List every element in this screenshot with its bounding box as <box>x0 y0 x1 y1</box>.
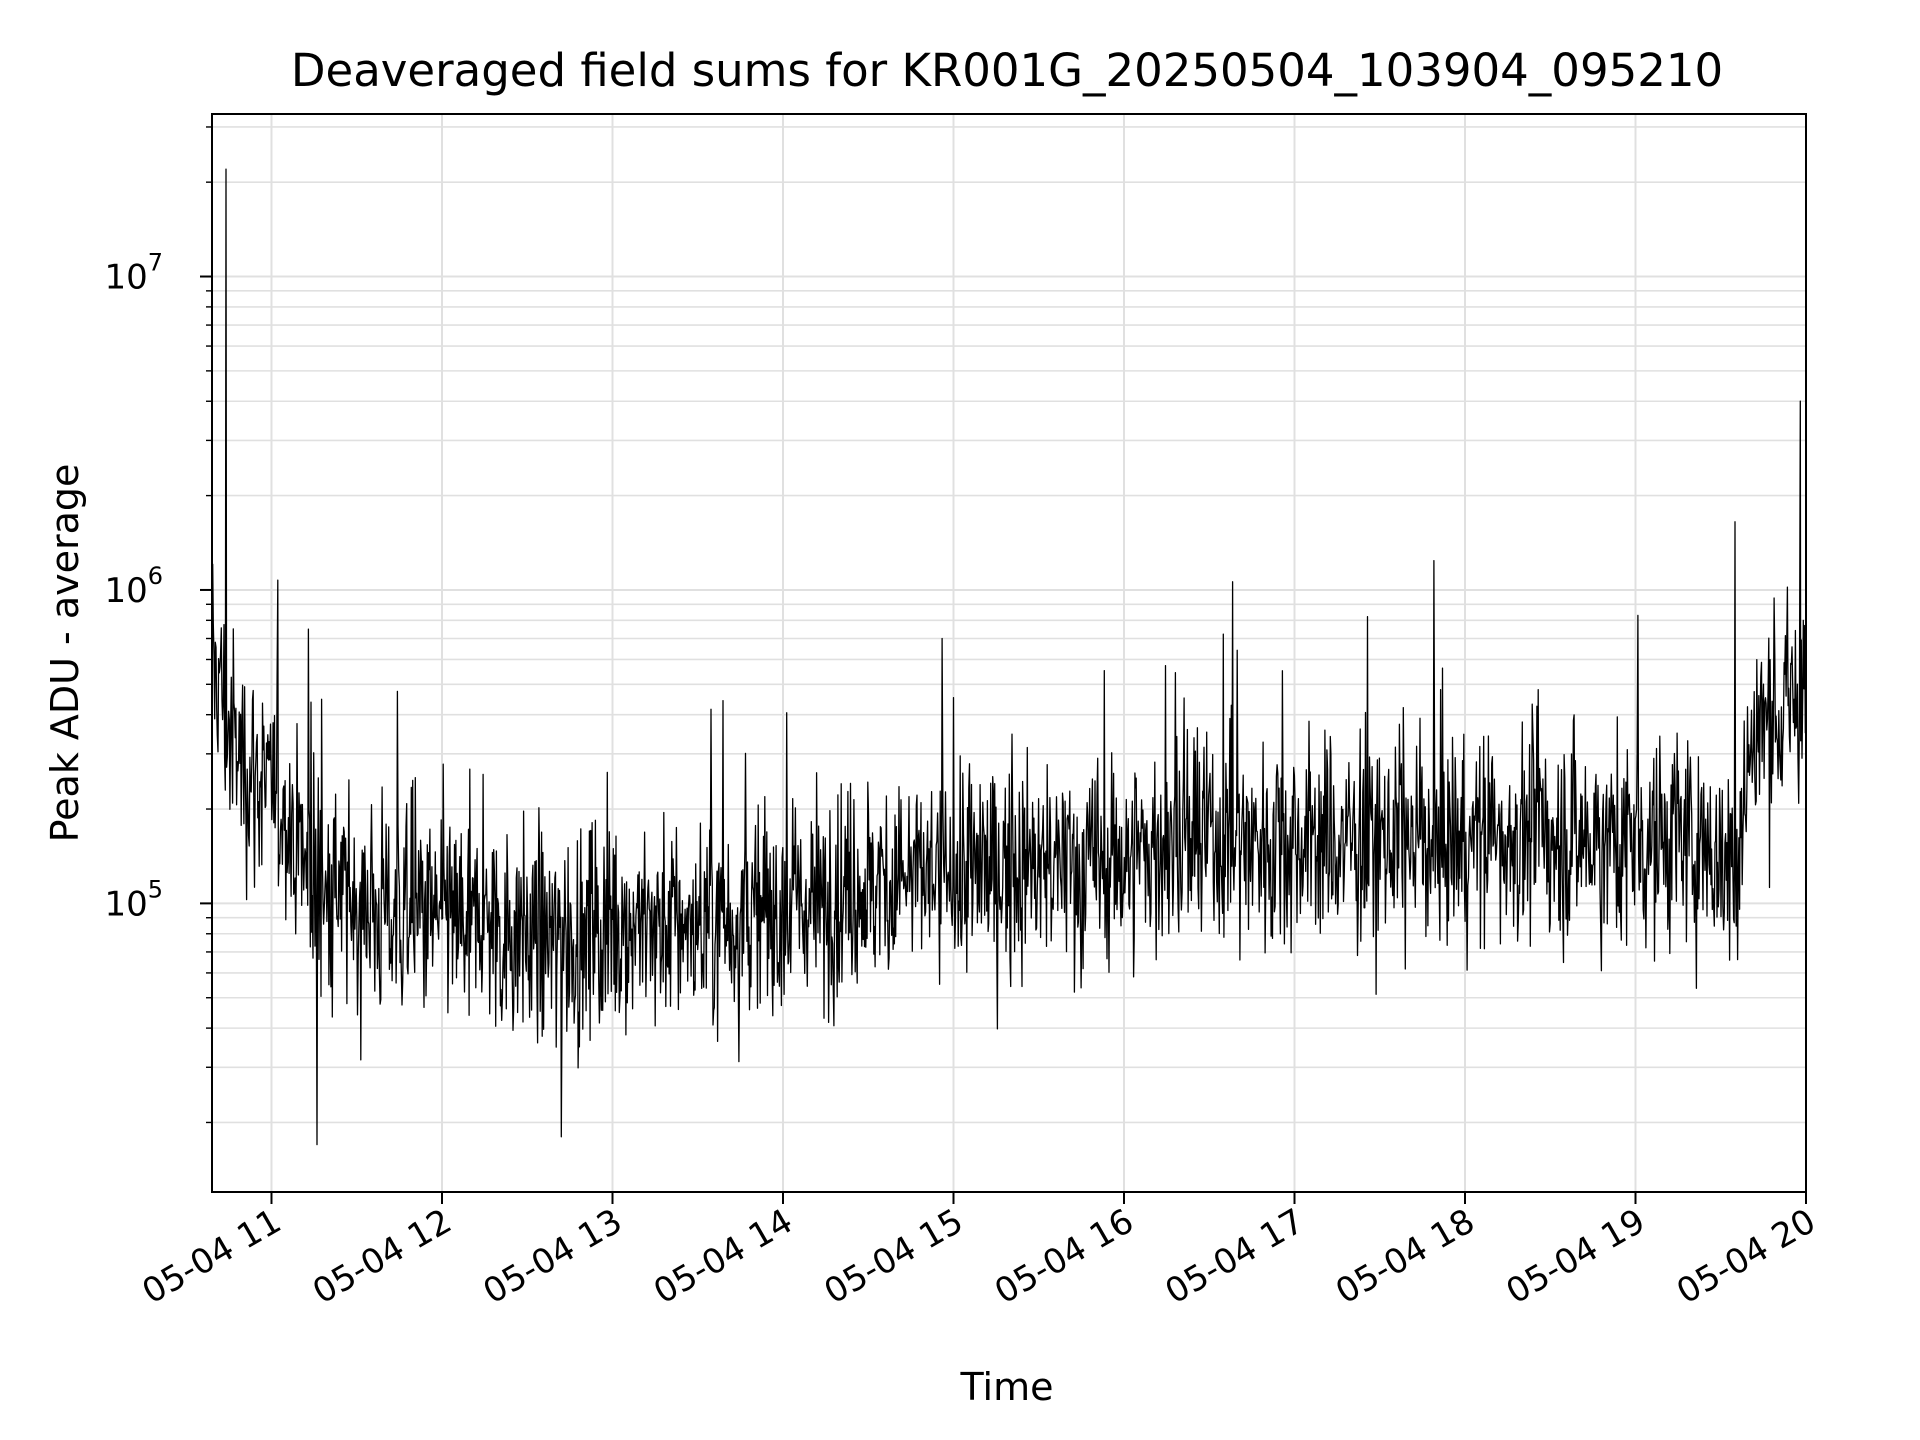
y-tick-exponent: 5 <box>148 875 163 903</box>
series-line <box>211 168 1807 1146</box>
y-tick-label: 107 <box>104 249 163 298</box>
y-tick-exponent: 7 <box>148 249 163 277</box>
y-tick-label: 105 <box>104 875 163 924</box>
y-axis-label: Peak ADU - average <box>43 464 87 843</box>
y-tick-base: 10 <box>104 884 147 924</box>
plot-frame <box>211 113 1807 1193</box>
y-tick-exponent: 6 <box>148 562 163 590</box>
chart-title: Deaveraged field sums for KR001G_2025050… <box>291 44 1723 97</box>
y-tick-base: 10 <box>104 571 147 611</box>
y-tick-base: 10 <box>104 258 147 298</box>
y-tick-label: 106 <box>104 562 163 611</box>
data-series <box>211 168 1807 1146</box>
x-axis-label: Time <box>960 1365 1054 1409</box>
